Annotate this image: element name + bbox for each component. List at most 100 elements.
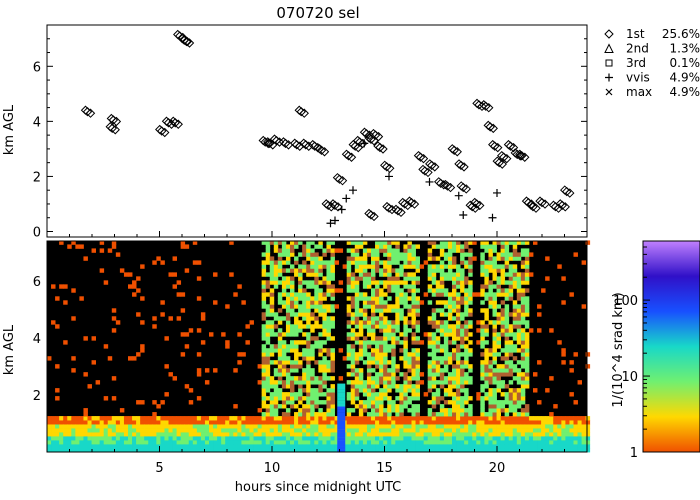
heatmap-cell <box>439 368 445 373</box>
heatmap-cell <box>456 380 461 385</box>
heatmap-cell <box>55 448 60 453</box>
heatmap-cell <box>87 416 92 421</box>
heatmap-cell <box>326 324 331 329</box>
heatmap-cell <box>415 328 420 333</box>
heatmap-cell <box>557 428 562 433</box>
heatmap-cell <box>306 380 311 385</box>
heatmap-cell <box>225 304 230 309</box>
heatmap-cell <box>261 360 267 365</box>
heatmap-cell <box>403 360 408 365</box>
heatmap-cell <box>99 240 105 245</box>
heatmap-cell <box>358 432 364 437</box>
heatmap-cell <box>144 440 149 445</box>
heatmap-cell <box>253 428 258 433</box>
heatmap-cell <box>468 292 473 297</box>
heatmap-cell <box>407 308 412 313</box>
heatmap-cell <box>383 416 388 421</box>
heatmap-cell <box>411 416 416 421</box>
heatmap-cell <box>435 292 441 297</box>
heatmap-cell <box>488 252 493 257</box>
heatmap-plume-cell <box>337 392 346 396</box>
heatmap-cell <box>452 280 457 285</box>
heatmap-plume-cell <box>337 446 346 450</box>
heatmap-cell <box>468 448 473 453</box>
heatmap-cell <box>213 448 218 453</box>
heatmap-cell <box>200 440 206 445</box>
heatmap-cell <box>383 248 388 253</box>
heatmap-cell <box>387 308 392 313</box>
heatmap-cell <box>233 440 238 445</box>
heatmap-cell <box>128 420 133 425</box>
heatmap-cell <box>524 448 530 453</box>
heatmap-cell <box>411 448 416 453</box>
heatmap-cell <box>326 348 331 353</box>
heatmap-cell <box>484 356 489 361</box>
heatmap-cell <box>395 268 400 273</box>
heatmap-cell <box>456 348 461 353</box>
heatmap-cell <box>140 448 145 453</box>
heatmap-cell <box>75 428 80 433</box>
heatmap-cell <box>569 416 574 421</box>
heatmap-cell <box>520 332 526 337</box>
heatmap-cell <box>488 448 493 453</box>
heatmap-cell <box>537 428 542 433</box>
heatmap-cell <box>362 428 368 433</box>
heatmap-cell <box>261 396 267 401</box>
heatmap-cell <box>375 372 380 377</box>
heatmap-cell <box>59 440 64 445</box>
heatmap-cell <box>415 260 420 265</box>
heatmap-cell <box>285 384 291 389</box>
heatmap-cell <box>508 328 514 333</box>
heatmap-cell <box>488 436 493 441</box>
heatmap-cell <box>281 348 287 353</box>
heatmap-cell <box>294 412 299 417</box>
heatmap-cell <box>144 428 149 433</box>
heatmap-cell <box>290 348 295 353</box>
heatmap-cell <box>277 296 283 301</box>
heatmap-cell <box>439 260 445 265</box>
heatmap-cell <box>330 428 335 433</box>
heatmap-cell <box>237 332 242 337</box>
heatmap-cell <box>488 364 493 369</box>
heatmap-cell <box>371 296 376 301</box>
heatmap-cell <box>488 348 493 353</box>
heatmap-cell <box>512 256 518 261</box>
heatmap-cell <box>277 344 283 349</box>
heatmap-cell <box>516 252 522 257</box>
heatmap-cell <box>508 420 514 425</box>
heatmap-cell <box>107 420 113 425</box>
heatmap-cell <box>447 376 453 381</box>
heatmap-cell <box>99 248 105 253</box>
heatmap-cell <box>371 432 376 437</box>
heatmap-cell <box>399 440 404 445</box>
heatmap-cell <box>407 436 412 441</box>
heatmap-cell <box>204 420 210 425</box>
heatmap-cell <box>233 436 238 441</box>
heatmap-cell <box>269 376 275 381</box>
heatmap-cell <box>468 280 473 285</box>
heatmap-cell <box>371 248 376 253</box>
heatmap-cell <box>375 380 380 385</box>
heatmap-cell <box>354 240 360 245</box>
heatmap-cell <box>488 372 493 377</box>
heatmap-cell <box>196 444 202 449</box>
heatmap-cell <box>407 360 412 365</box>
heatmap-cell <box>496 276 501 281</box>
heatmap-cell <box>411 356 416 361</box>
heatmap-cell <box>456 244 461 249</box>
heatmap-cell <box>415 340 420 345</box>
heatmap-cell <box>136 400 141 405</box>
heatmap-cell <box>399 312 404 317</box>
heatmap-cell <box>399 280 404 285</box>
heatmap-cell <box>431 404 437 409</box>
heatmap-cell <box>346 424 352 429</box>
heatmap-cell <box>152 260 157 265</box>
heatmap-cell <box>484 284 489 289</box>
heatmap-cell <box>318 268 323 273</box>
heatmap-cell <box>310 316 315 321</box>
heatmap-cell <box>468 240 473 245</box>
heatmap-cell <box>447 372 453 377</box>
heatmap-cell <box>366 392 372 397</box>
heatmap-cell <box>379 388 384 393</box>
heatmap-cell <box>330 388 335 393</box>
